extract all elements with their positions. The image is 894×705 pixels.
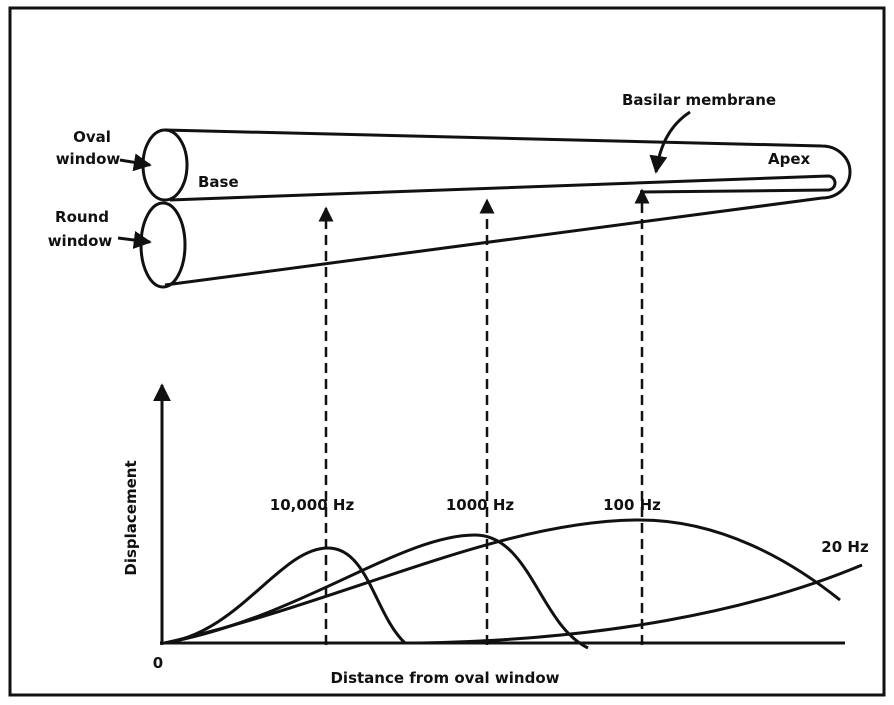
origin-label: 0	[153, 654, 163, 672]
frame	[10, 8, 884, 695]
curve-label: 10,000 Hz	[270, 496, 355, 514]
curve-label: 1000 Hz	[446, 496, 515, 514]
label: window	[56, 150, 121, 168]
cochlea	[141, 130, 850, 287]
label: Apex	[768, 150, 811, 168]
label: Basilar membrane	[622, 91, 776, 109]
curve-label: 20 Hz	[821, 538, 869, 556]
round-pointer	[118, 238, 150, 242]
curve-label: 100 Hz	[603, 496, 661, 514]
label: window	[48, 232, 113, 250]
label: Oval	[73, 128, 111, 146]
axis-label: Displacement	[122, 460, 140, 575]
oval-pointer	[120, 160, 150, 165]
label: Round	[55, 208, 109, 226]
axis-label: Distance from oval window	[330, 669, 559, 687]
curves	[165, 520, 862, 648]
label: Base	[198, 173, 239, 191]
diagram: Oval window Round window Base Apex Basil…	[0, 0, 894, 705]
